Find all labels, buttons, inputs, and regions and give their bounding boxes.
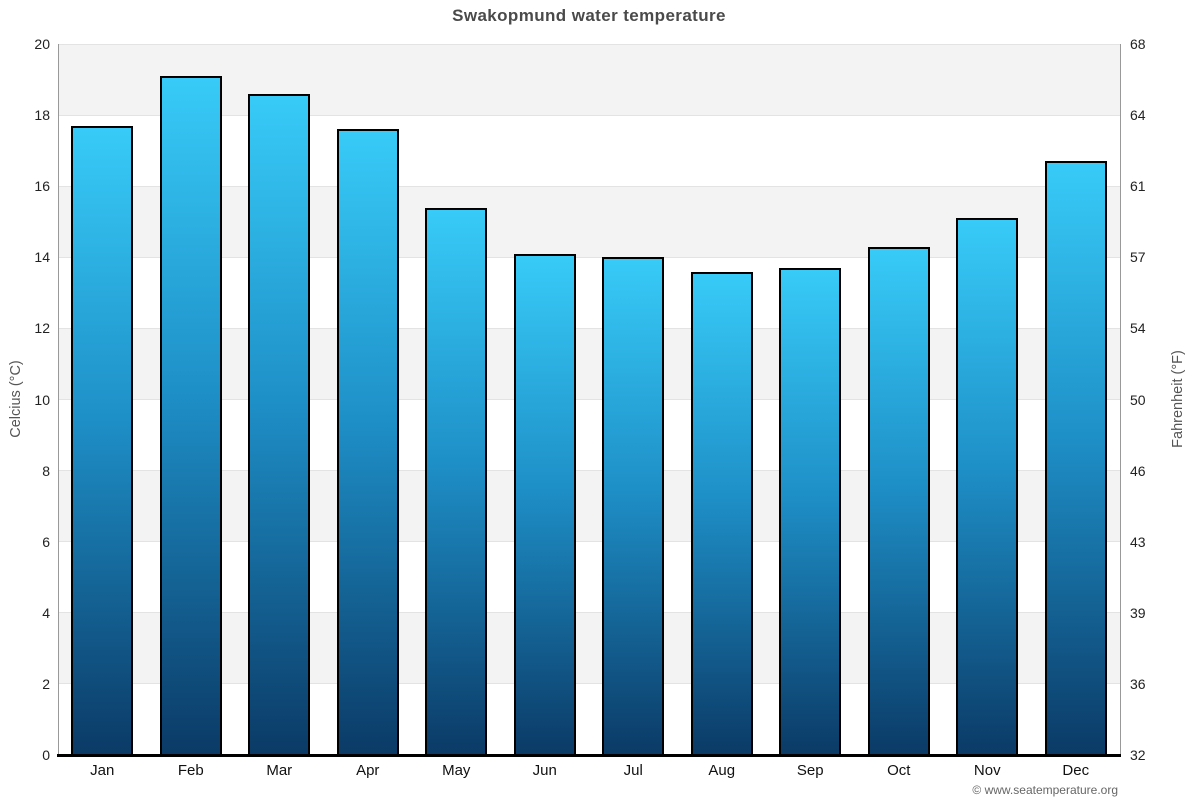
bar-oct — [867, 246, 930, 755]
bar-nov — [956, 218, 1019, 755]
gridline-18 — [58, 114, 1120, 116]
x-tick-feb: Feb — [177, 762, 204, 779]
y-tick-right-46: 46 — [1130, 462, 1146, 479]
bar-jan — [71, 125, 134, 755]
bar-jul — [602, 257, 665, 755]
bar-mar — [248, 93, 311, 755]
y-tick-left-12: 12 — [34, 320, 50, 337]
plot-area — [58, 43, 1120, 755]
x-tick-may: May — [442, 762, 471, 779]
x-tick-oct: Oct — [887, 762, 911, 779]
gridline-6 — [58, 541, 1120, 543]
x-tick-mar: Mar — [266, 762, 293, 779]
left-axis-line — [58, 44, 59, 755]
bar-aug — [690, 271, 753, 755]
bar-may — [425, 207, 488, 755]
x-tick-jan: Jan — [90, 762, 115, 779]
y-tick-right-50: 50 — [1130, 391, 1146, 408]
y-tick-right-32: 32 — [1130, 747, 1146, 763]
y-tick-right-39: 39 — [1130, 604, 1146, 621]
y-tick-left-10: 10 — [34, 391, 50, 408]
y-tick-left-8: 8 — [42, 462, 50, 479]
gridline-12 — [58, 327, 1120, 329]
y-tick-left-16: 16 — [34, 178, 50, 195]
x-tick-nov: Nov — [973, 762, 1001, 779]
y-tick-left-0: 0 — [42, 747, 50, 763]
y-tick-right-61: 61 — [1130, 178, 1146, 195]
bar-dec — [1044, 161, 1107, 755]
y-axis-right-title: Fahrenheit (°F) — [1170, 350, 1186, 448]
y-tick-left-14: 14 — [34, 249, 50, 266]
x-tick-jul: Jul — [623, 762, 643, 779]
y-tick-right-57: 57 — [1130, 249, 1146, 266]
x-tick-aug: Aug — [708, 762, 736, 779]
x-tick-sep: Sep — [796, 762, 824, 779]
copyright-footer: © www.seatemperature.org — [972, 783, 1118, 797]
gridline-4 — [58, 612, 1120, 614]
y-tick-right-43: 43 — [1130, 533, 1146, 550]
gridline-8 — [58, 470, 1120, 472]
bar-feb — [159, 76, 222, 755]
y-axis-left-title: Celcius (°C) — [8, 360, 24, 438]
right-axis-line — [1120, 44, 1121, 755]
y-tick-right-54: 54 — [1130, 320, 1146, 337]
gridline-14 — [58, 256, 1120, 258]
y-tick-right-36: 36 — [1130, 675, 1146, 692]
y-tick-right-68: 68 — [1130, 36, 1146, 52]
gridline-16 — [58, 185, 1120, 187]
y-tick-left-2: 2 — [42, 675, 50, 692]
gridline-20 — [58, 43, 1120, 45]
bar-sep — [779, 267, 842, 755]
gridline-10 — [58, 399, 1120, 400]
y-tick-left-4: 4 — [42, 604, 50, 621]
gridline-2 — [58, 683, 1120, 685]
x-tick-jun: Jun — [532, 762, 557, 779]
bar-apr — [336, 129, 399, 755]
y-tick-right-64: 64 — [1130, 107, 1146, 124]
bar-jun — [513, 253, 576, 755]
x-axis-baseline — [57, 754, 1121, 757]
y-tick-left-6: 6 — [42, 533, 50, 550]
y-tick-left-20: 20 — [34, 36, 50, 52]
y-tick-left-18: 18 — [34, 107, 50, 124]
x-tick-dec: Dec — [1062, 762, 1090, 779]
x-tick-apr: Apr — [356, 762, 380, 779]
chart-title: Swakopmund water temperature — [452, 6, 726, 25]
